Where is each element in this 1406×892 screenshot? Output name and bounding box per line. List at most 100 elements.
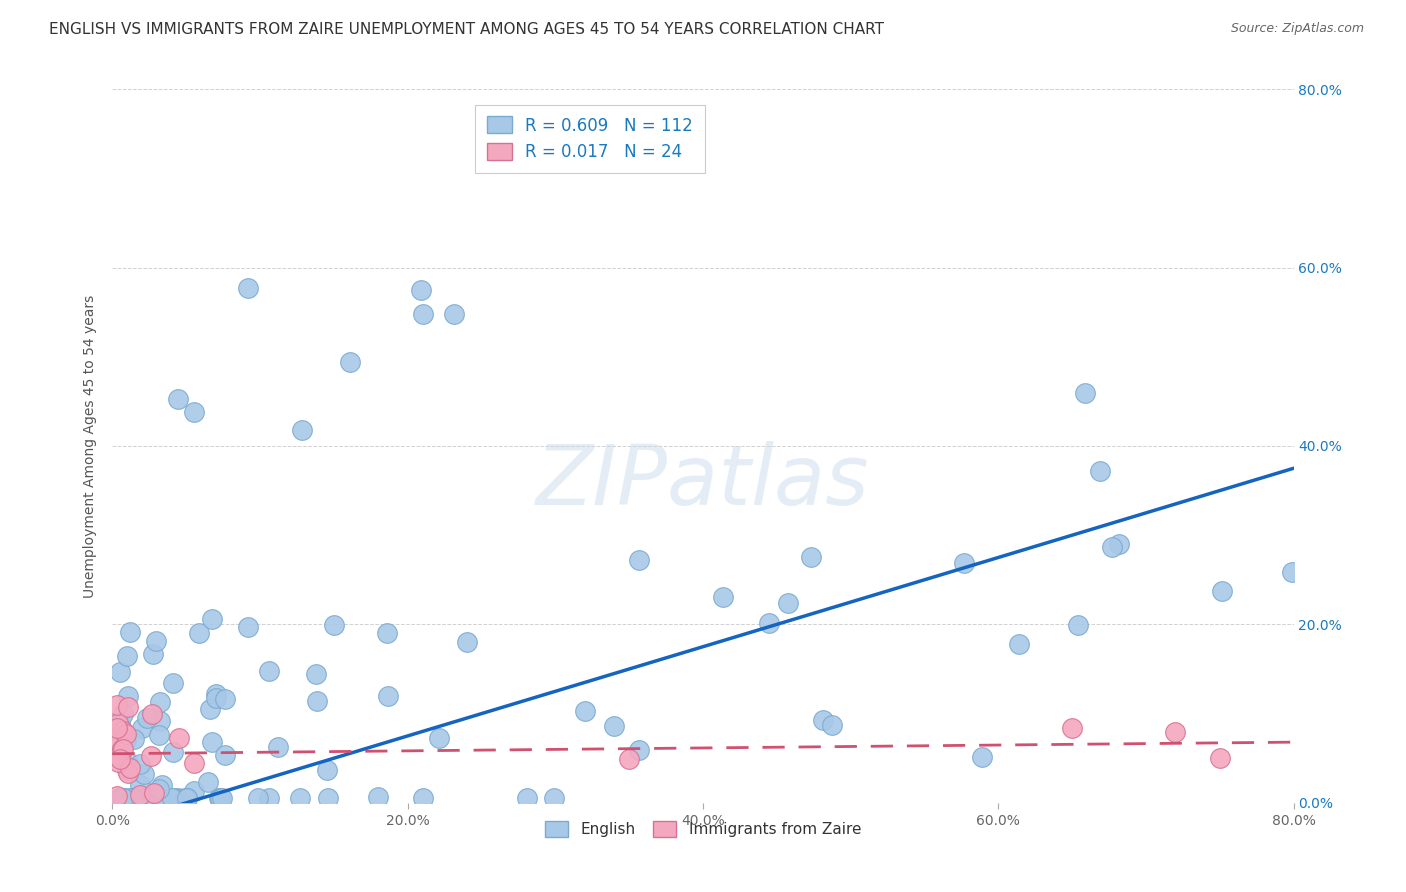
Point — [574, 704, 596, 718]
Point — [105, 789, 128, 804]
Text: ZIPatlas: ZIPatlas — [536, 442, 870, 522]
Point — [145, 634, 167, 648]
Point — [208, 791, 231, 805]
Point — [149, 695, 172, 709]
Point — [129, 778, 152, 792]
Point — [183, 756, 205, 770]
Point — [1062, 721, 1084, 735]
Point — [162, 791, 184, 805]
Point — [627, 553, 650, 567]
Point — [188, 625, 211, 640]
Point — [105, 698, 128, 712]
Point — [211, 791, 233, 805]
Point — [339, 354, 361, 368]
Point — [970, 750, 993, 764]
Point — [141, 791, 163, 805]
Point — [412, 307, 434, 321]
Point — [122, 791, 145, 805]
Point — [711, 590, 734, 604]
Point — [288, 791, 311, 805]
Point — [375, 626, 398, 640]
Y-axis label: Unemployment Among Ages 45 to 54 years: Unemployment Among Ages 45 to 54 years — [83, 294, 97, 598]
Point — [543, 791, 565, 805]
Point — [108, 791, 131, 805]
Point — [145, 791, 167, 805]
Point — [129, 789, 152, 803]
Point — [141, 749, 163, 764]
Point — [183, 783, 205, 797]
Point — [108, 791, 131, 805]
Point — [205, 690, 228, 705]
Point — [150, 778, 173, 792]
Point — [307, 694, 329, 708]
Point — [1164, 725, 1187, 739]
Point — [197, 775, 219, 789]
Point — [111, 742, 134, 756]
Point — [305, 666, 328, 681]
Point — [105, 733, 128, 747]
Point — [108, 744, 131, 758]
Point — [107, 755, 129, 769]
Point — [112, 741, 135, 756]
Point — [208, 791, 231, 805]
Point — [367, 789, 389, 804]
Point — [108, 791, 131, 805]
Point — [427, 731, 450, 746]
Point — [316, 763, 339, 777]
Point — [411, 283, 433, 297]
Point — [120, 791, 142, 805]
Point — [132, 767, 155, 781]
Point — [143, 786, 166, 800]
Point — [443, 307, 465, 321]
Point — [183, 405, 205, 419]
Point — [111, 724, 134, 739]
Point — [136, 711, 159, 725]
Point — [1073, 385, 1095, 400]
Point — [377, 689, 399, 703]
Text: ENGLISH VS IMMIGRANTS FROM ZAIRE UNEMPLOYMENT AMONG AGES 45 TO 54 YEARS CORRELAT: ENGLISH VS IMMIGRANTS FROM ZAIRE UNEMPLO… — [49, 22, 884, 37]
Point — [115, 755, 138, 769]
Point — [108, 791, 131, 805]
Point — [1208, 751, 1232, 765]
Point — [176, 791, 198, 805]
Point — [1281, 565, 1303, 579]
Point — [236, 281, 259, 295]
Point — [108, 791, 131, 805]
Point — [776, 596, 799, 610]
Legend: English, Immigrants from Zaire: English, Immigrants from Zaire — [537, 814, 869, 845]
Point — [108, 715, 131, 730]
Point — [1211, 584, 1233, 599]
Point — [316, 791, 339, 805]
Point — [167, 791, 190, 805]
Point — [138, 791, 160, 805]
Point — [257, 664, 280, 678]
Point — [811, 714, 834, 728]
Point — [108, 665, 131, 680]
Point — [120, 761, 142, 775]
Point — [162, 675, 184, 690]
Point — [201, 735, 224, 749]
Point — [204, 687, 226, 701]
Point — [115, 726, 138, 740]
Point — [1101, 540, 1123, 554]
Point — [412, 791, 434, 805]
Point — [108, 752, 131, 766]
Point — [167, 731, 190, 745]
Point — [122, 791, 145, 805]
Point — [129, 757, 152, 772]
Point — [148, 781, 170, 796]
Point — [105, 721, 128, 735]
Point — [1108, 536, 1130, 550]
Point — [108, 791, 131, 805]
Point — [214, 748, 236, 763]
Point — [162, 791, 184, 805]
Point — [214, 691, 236, 706]
Point — [952, 556, 974, 570]
Point — [200, 612, 222, 626]
Point — [758, 615, 780, 630]
Point — [820, 718, 842, 732]
Point — [162, 745, 184, 759]
Point — [236, 620, 259, 634]
Point — [132, 791, 155, 805]
Point — [149, 714, 172, 728]
